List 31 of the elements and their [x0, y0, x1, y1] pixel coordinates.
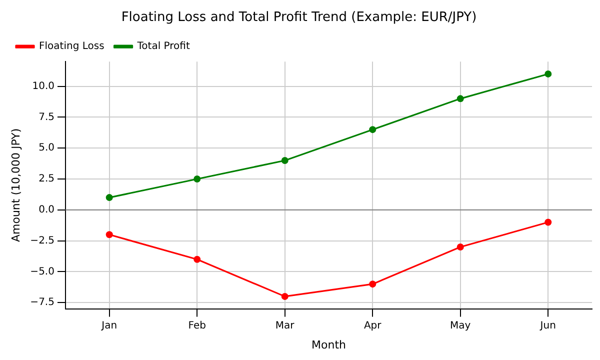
y-tick-label: 0.0 [38, 204, 54, 216]
point [194, 176, 201, 183]
y-tick-label: 2.5 [38, 174, 54, 185]
point [544, 218, 552, 226]
y-tick-label: 5.0 [38, 142, 54, 154]
x-tick-label: Jan [100, 320, 118, 332]
y-tick-label: 10.0 [32, 80, 54, 92]
point [281, 292, 288, 300]
y-tick-label: 7.5 [38, 112, 54, 123]
x-tick-label: Jun [539, 320, 556, 332]
y-axis-title: Amount (10,000 JPY) [9, 128, 22, 242]
chart-title: Floating Loss and Total Profit Trend (Example: EUR/JPY) [121, 10, 477, 26]
point [456, 95, 464, 102]
x-axis-title: Month [312, 338, 346, 352]
point [194, 256, 201, 263]
point [369, 280, 376, 288]
point [106, 194, 113, 202]
point [106, 231, 113, 238]
x-tick-label: Feb [188, 320, 206, 332]
y-tick-label: −7.5 [30, 297, 54, 308]
point [544, 70, 552, 78]
point [456, 244, 464, 250]
point [369, 126, 376, 134]
x-tick-label: Apr [364, 320, 382, 332]
legend-label: Floating Loss [39, 41, 104, 52]
x-tick-label: Mar [275, 320, 296, 332]
y-tick-label: −5.0 [30, 266, 54, 278]
x-tick-label: May [450, 320, 471, 332]
point [281, 156, 288, 164]
legend-label: Total Profit [136, 41, 190, 52]
y-tick-label: −2.5 [30, 235, 54, 246]
